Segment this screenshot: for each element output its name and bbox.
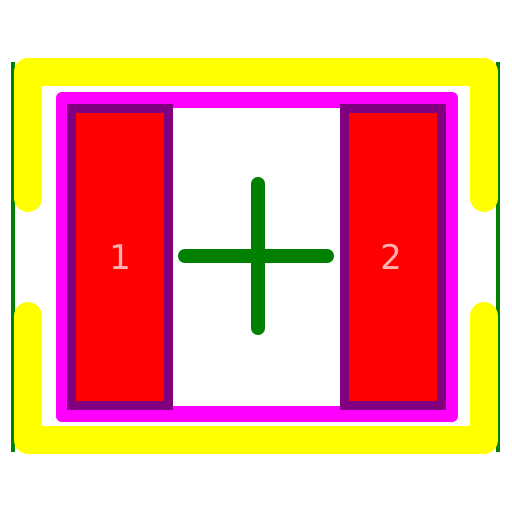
pad-1-label: 1 bbox=[109, 238, 131, 278]
pad-2-label: 2 bbox=[380, 238, 402, 278]
silkscreen-outline bbox=[14, 58, 498, 454]
silkscreen-bottom-bracket bbox=[14, 302, 498, 454]
pad-1-copper bbox=[76, 113, 164, 401]
pad-2[interactable]: 2 bbox=[340, 104, 446, 410]
pad-2-copper bbox=[349, 113, 437, 401]
pad-1[interactable]: 1 bbox=[67, 104, 173, 410]
silkscreen-top-bracket bbox=[14, 58, 498, 212]
crosshair-icon bbox=[178, 177, 334, 335]
